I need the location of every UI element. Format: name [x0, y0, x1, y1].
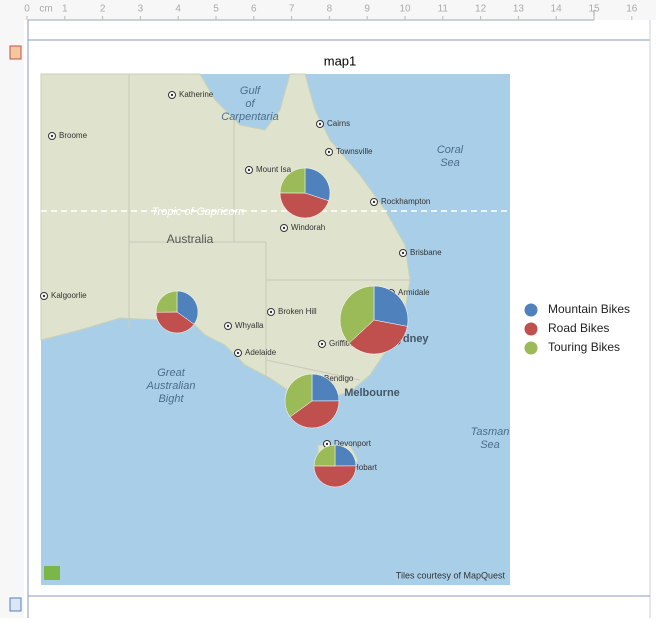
place-label: Tasman Sea: [471, 426, 510, 451]
place-dot-center: [282, 226, 286, 230]
place-label: Broome: [59, 131, 88, 140]
place-dot-center: [318, 122, 322, 126]
legend-swatch: [524, 341, 538, 355]
pie-slice[interactable]: [176, 290, 199, 325]
place-label: Mount Isa: [256, 165, 292, 174]
legend-label: Road Bikes: [548, 321, 609, 335]
ruler-label: 12: [475, 4, 487, 15]
place-label: Melbourne: [344, 387, 400, 399]
ruler-label: 14: [551, 4, 563, 15]
place-label: Kalgoorlie: [51, 291, 87, 300]
ruler-unit: cm: [39, 4, 52, 15]
place-dot-center: [247, 168, 251, 172]
ruler-label: 3: [138, 4, 144, 15]
borders: [128, 74, 410, 381]
place-label: Devonport: [334, 439, 372, 448]
place-dot-center: [372, 200, 376, 204]
place-dot-center: [320, 342, 324, 346]
pie-slice[interactable]: [348, 319, 408, 355]
place-label: Tropic of Capricorn: [152, 206, 245, 218]
pie-slice[interactable]: [304, 167, 331, 202]
legend-label: Touring Bikes: [548, 340, 620, 354]
ruler-label: 16: [626, 4, 638, 15]
pie-slice[interactable]: [289, 400, 340, 429]
ruler-label: 6: [251, 4, 257, 15]
legend-swatch: [524, 303, 538, 317]
pie-slice[interactable]: [313, 444, 336, 467]
legend-swatch: [524, 322, 538, 336]
map-credit: Tiles courtesy of MapQuest: [396, 570, 506, 580]
place-label: Adelaide: [245, 348, 277, 357]
place-label: Brisbane: [410, 248, 442, 257]
pie-slice[interactable]: [373, 285, 409, 327]
place-dot-center: [327, 150, 331, 154]
place-label: Australia: [167, 232, 214, 246]
place-dot-center: [50, 134, 54, 138]
ruler-label: 9: [364, 4, 370, 15]
place-label: Whyalla: [235, 321, 264, 330]
pie-slice[interactable]: [155, 311, 195, 334]
ruler-label: 7: [289, 4, 295, 15]
pie-slice[interactable]: [339, 285, 375, 344]
body-icon[interactable]: [9, 45, 22, 60]
pie-slice[interactable]: [311, 373, 340, 402]
footer-icon[interactable]: [9, 597, 22, 612]
place-label: Armidale: [398, 288, 430, 297]
place-label: Windorah: [291, 223, 325, 232]
pie-slice[interactable]: [279, 192, 330, 219]
ruler-label: 1: [62, 4, 68, 15]
ruler-label: 4: [175, 4, 181, 15]
ruler-label: 15: [588, 4, 600, 15]
gutter: [0, 20, 24, 618]
place-dot-center: [236, 351, 240, 355]
place-label: Griffith: [329, 339, 352, 348]
pie-slice[interactable]: [334, 444, 357, 467]
pie-slice[interactable]: [155, 290, 178, 313]
ruler-label: 13: [513, 4, 525, 15]
place-dot-center: [401, 251, 405, 255]
mapquest-logo: [44, 566, 60, 580]
ruler-bar: [0, 0, 656, 20]
place-label: Cairns: [327, 119, 350, 128]
ruler-label: 8: [327, 4, 333, 15]
pie-slice[interactable]: [284, 373, 313, 418]
place-label: Townsville: [336, 147, 373, 156]
map-title: map1: [324, 53, 357, 68]
pie-slice[interactable]: [279, 167, 306, 194]
place-label: Hobart: [353, 463, 378, 472]
place-dot-center: [226, 324, 230, 328]
place-dot-center: [42, 294, 46, 298]
ruler-label: 0: [24, 4, 30, 15]
pie-slice[interactable]: [313, 465, 357, 488]
place-dot-center: [170, 93, 174, 97]
place-label: Rockhampton: [381, 197, 430, 206]
ruler-label: 5: [213, 4, 219, 15]
place-label: Broken Hill: [278, 307, 317, 316]
place-label: Coral Sea: [437, 144, 464, 169]
place-dot-center: [325, 442, 329, 446]
place-label: Katherine: [179, 90, 214, 99]
place-label: Great Australian Bight: [146, 367, 196, 405]
ruler-label: 11: [438, 4, 449, 15]
place-label: Gulf of Carpentaria: [221, 85, 278, 123]
place-label: Bendigo: [324, 374, 354, 383]
place-dot-center: [269, 310, 273, 314]
ruler-label: 10: [399, 4, 411, 15]
ruler-label: 2: [100, 4, 106, 15]
legend-label: Mountain Bikes: [548, 302, 630, 316]
